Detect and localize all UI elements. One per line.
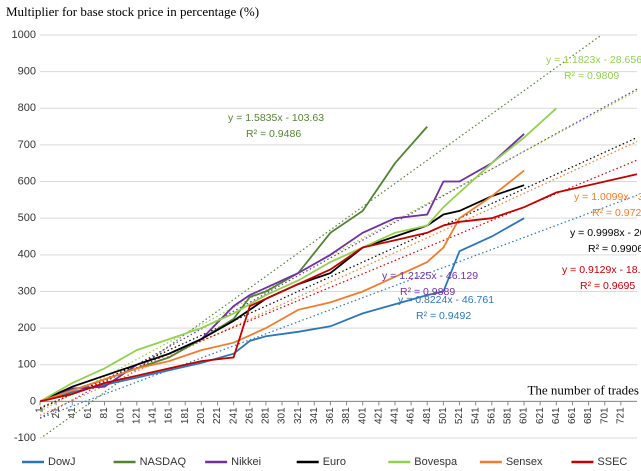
- y-tick-label: 900: [18, 66, 36, 78]
- legend-label: NASDAQ: [140, 456, 187, 468]
- trend-r2: R² = 0.9486: [246, 128, 301, 140]
- x-tick-label: 561: [486, 407, 497, 424]
- trend-line: [40, 88, 638, 419]
- x-tick-label: 281: [261, 407, 272, 424]
- y-tick-label: 200: [18, 322, 36, 334]
- trend-line: [40, 90, 638, 412]
- y-axis-title: Multiplier for base stock price in perce…: [6, 4, 259, 19]
- legend-label: SSEC: [597, 456, 627, 468]
- x-tick-label: 221: [212, 407, 223, 424]
- trend-r2: R² = 0.9695: [580, 280, 635, 292]
- x-tick-label: 721: [616, 407, 627, 424]
- y-tick-label: -100: [14, 432, 36, 444]
- x-tick-label: 421: [373, 407, 384, 424]
- plot-area: [40, 35, 638, 438]
- y-tick-label: 800: [18, 102, 36, 114]
- series-line: [40, 126, 428, 403]
- x-tick-label: 121: [131, 407, 142, 424]
- x-axis-title: The number of trades: [527, 382, 639, 397]
- trend-r2: R² = 0.9906: [588, 243, 641, 255]
- x-tick-label: 141: [148, 407, 159, 424]
- series-line: [40, 133, 525, 403]
- trend-r2: R² = 0.9492: [416, 310, 471, 322]
- x-tick-label: 501: [438, 407, 449, 424]
- x-tick-label: 81: [99, 407, 110, 419]
- series-line: [40, 217, 525, 403]
- x-tick-label: 641: [551, 407, 562, 424]
- x-tick-label: 701: [599, 407, 610, 424]
- trend-equation: y = 1.2125x - 46.129: [382, 270, 478, 282]
- x-tick-label: 361: [325, 407, 336, 424]
- trend-equation: y = 1.0099x - 39.167: [574, 191, 641, 203]
- x-tick-label: 661: [567, 407, 578, 424]
- trend-equation: y = 0.9998x - 20.847: [570, 227, 641, 239]
- y-tick-label: 600: [18, 175, 36, 187]
- legend-label: Sensex: [506, 456, 543, 468]
- y-tick-label: 400: [18, 249, 36, 261]
- x-tick-label: 101: [115, 407, 126, 424]
- x-tick-label: 321: [293, 407, 304, 424]
- x-tick-label: 401: [357, 407, 368, 424]
- x-tick-label: 541: [470, 407, 481, 424]
- x-tick-label: 161: [164, 407, 175, 424]
- trend-equation: y = 1.5835x - 103.63: [228, 112, 324, 124]
- legend-label: Bovespa: [414, 456, 458, 468]
- trend-equation: y = 0.8224x - 46.761: [398, 294, 494, 306]
- trend-line: [40, 35, 603, 438]
- x-tick-label: 261: [244, 407, 255, 424]
- x-tick-label: 681: [583, 407, 594, 424]
- x-tick-label: 581: [503, 407, 514, 424]
- x-tick-label: 601: [519, 407, 530, 424]
- y-tick-label: 500: [18, 212, 36, 224]
- x-tick-label: 1: [35, 407, 46, 413]
- x-tick-label: 61: [83, 407, 94, 419]
- x-tick-label: 241: [228, 407, 239, 424]
- x-tick-label: 521: [454, 407, 465, 424]
- y-tick-label: 1000: [12, 29, 36, 41]
- x-tick-label: 621: [535, 407, 546, 424]
- trend-equation: y = 1.1823x - 28.656: [546, 54, 641, 66]
- series-line: [40, 169, 525, 403]
- y-tick-label: 700: [18, 139, 36, 151]
- series-line: [40, 107, 557, 403]
- trend-line: [40, 141, 638, 416]
- x-tick-label: 201: [196, 407, 207, 424]
- trend-r2: R² = 0.972: [592, 207, 641, 219]
- x-tick-label: 381: [341, 407, 352, 424]
- x-tick-label: 481: [422, 407, 433, 424]
- trend-r2: R² = 0.9809: [564, 70, 619, 82]
- x-tick-label: 41: [67, 407, 78, 419]
- x-tick-label: 441: [390, 407, 401, 424]
- y-tick-label: 100: [18, 359, 36, 371]
- y-tick-label: 0: [30, 395, 36, 407]
- legend-label: Nikkei: [231, 456, 261, 468]
- x-tick-label: 301: [277, 407, 288, 424]
- x-tick-label: 341: [309, 407, 320, 424]
- x-tick-label: 461: [406, 407, 417, 424]
- trend-equation: y = 0.9129x - 18.081: [562, 264, 641, 276]
- legend-label: Euro: [323, 456, 346, 468]
- y-tick-label: 300: [18, 285, 36, 297]
- trend-r2: R² = 0.9889: [400, 286, 455, 298]
- series-line: [40, 173, 638, 403]
- legend-label: DowJ: [48, 456, 76, 468]
- x-tick-label: 181: [180, 407, 191, 424]
